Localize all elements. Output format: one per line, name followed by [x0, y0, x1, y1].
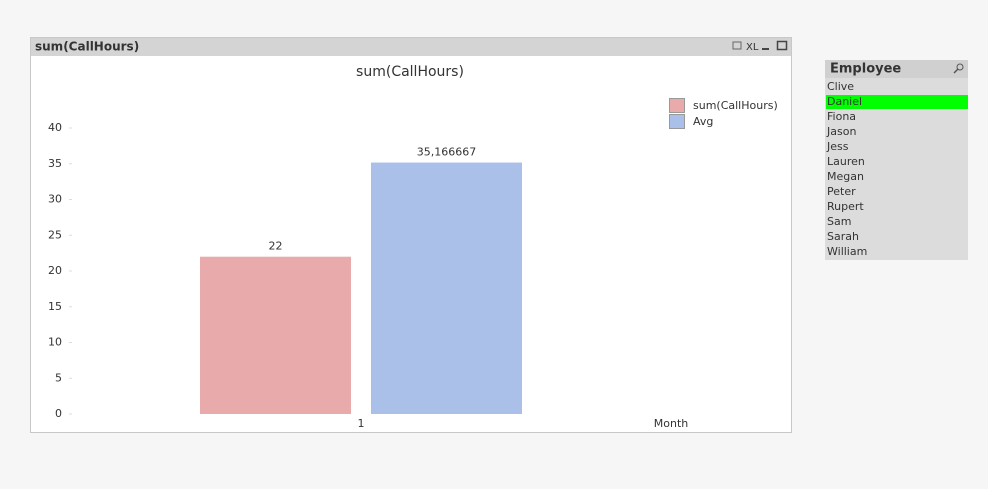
listbox-item[interactable]: Daniel [827, 95, 862, 108]
search-icon[interactable] [956, 63, 964, 71]
data-label: 35,166667 [417, 146, 477, 159]
listbox-items: Clive Daniel Fiona Jason Jess Lauren Megan Pete… [826, 80, 968, 258]
chart-title: sum(CallHours) [356, 64, 464, 80]
listbox-item[interactable]: Sam [827, 215, 851, 228]
title-bar [31, 38, 791, 56]
listbox-item[interactable]: Sarah [827, 230, 859, 243]
bar [200, 256, 351, 414]
y-tick-label: 10 [48, 336, 62, 349]
y-tick-label: 35 [48, 157, 62, 170]
legend-swatch [669, 98, 685, 113]
print-button[interactable] [732, 41, 742, 50]
listbox-item[interactable]: William [827, 245, 867, 258]
bar [371, 162, 522, 414]
y-tick-label: 40 [48, 121, 62, 134]
listbox-item[interactable]: Jess [826, 140, 849, 153]
listbox-item[interactable]: Rupert [827, 200, 864, 213]
data-label: 22 [269, 240, 283, 253]
y-tick-label: 0 [55, 407, 62, 420]
listbox-item[interactable]: Clive [827, 80, 854, 93]
window-title: sum(CallHours) [35, 40, 139, 54]
listbox-item[interactable]: Fiona [827, 110, 856, 123]
y-tick-label: 5 [55, 371, 62, 384]
listbox-header [825, 60, 968, 78]
listbox-item[interactable]: Peter [827, 185, 856, 198]
x-tick-label: 1 [358, 417, 365, 430]
y-tick-label: 25 [48, 228, 62, 241]
minimize-button[interactable] [762, 48, 769, 50]
search-icon-handle [953, 68, 959, 74]
selected-item-bg [826, 95, 968, 109]
legend-swatch [669, 114, 685, 129]
y-tick-label: 30 [48, 193, 62, 206]
listbox [825, 60, 968, 260]
listbox-title: Employee [830, 62, 901, 77]
listbox-item[interactable]: Lauren [827, 155, 865, 168]
chart: 0 5 10 15 20 25 30 35 40 1 22 35,166667 sum(CallHour… [48, 98, 778, 430]
export-button[interactable]: XL [746, 42, 759, 53]
y-tick-label: 15 [48, 300, 62, 313]
legend-label: Avg [693, 115, 713, 128]
x-axis-label: Month [654, 417, 689, 430]
listbox-item[interactable]: Megan [827, 170, 864, 183]
maximize-button[interactable] [776, 40, 788, 51]
y-tick-label: 20 [48, 264, 62, 277]
legend-label: sum(CallHours) [693, 99, 778, 112]
listbox-item[interactable]: Jason [826, 125, 856, 138]
